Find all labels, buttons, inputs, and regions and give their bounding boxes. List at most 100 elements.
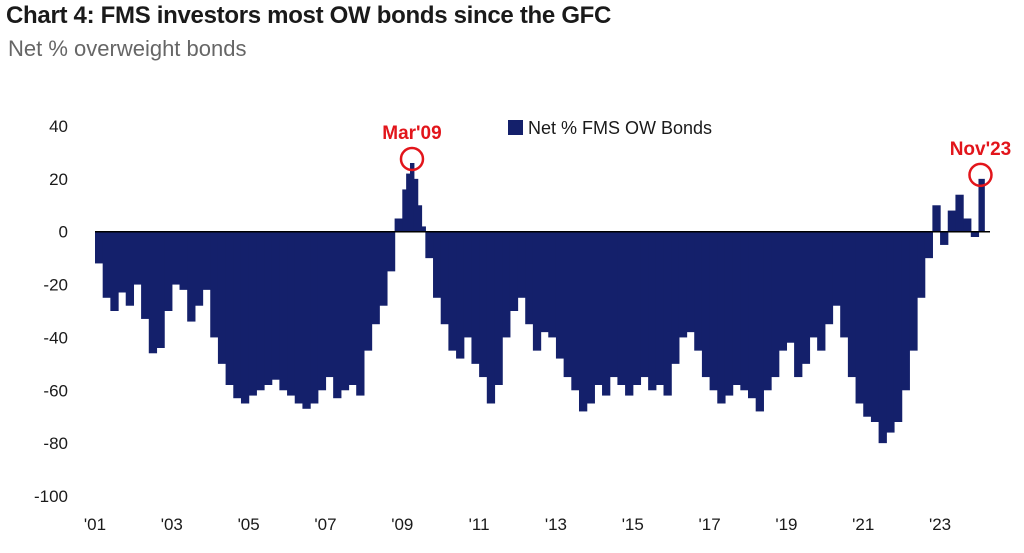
bar xyxy=(525,231,534,325)
bar xyxy=(840,231,849,338)
bar xyxy=(863,231,872,417)
annotation-circle xyxy=(399,146,425,172)
legend-label: Net % FMS OW Bonds xyxy=(528,118,712,138)
y-tick-label: -40 xyxy=(43,328,68,347)
bar xyxy=(471,231,480,364)
bar xyxy=(801,231,811,364)
bar xyxy=(671,231,680,364)
bar xyxy=(417,205,423,232)
bar xyxy=(133,231,142,285)
bar xyxy=(748,231,757,399)
bar xyxy=(402,189,407,232)
bar xyxy=(141,231,150,319)
bar xyxy=(771,231,780,378)
bar xyxy=(548,231,557,338)
bar xyxy=(832,231,841,306)
x-tick-label: '15 xyxy=(622,515,644,534)
bar xyxy=(940,231,949,245)
bar xyxy=(824,231,834,325)
x-tick-label: '01 xyxy=(84,515,106,534)
bar xyxy=(156,231,165,348)
bar xyxy=(563,231,572,378)
bar xyxy=(363,231,373,351)
x-tick-label: '17 xyxy=(699,515,721,534)
bar xyxy=(678,231,688,338)
bar xyxy=(179,231,188,290)
bar xyxy=(456,231,465,359)
bar xyxy=(517,231,526,298)
bar xyxy=(287,231,296,396)
bar xyxy=(655,231,665,385)
bar xyxy=(302,231,311,409)
bar xyxy=(325,231,334,378)
bar-series xyxy=(95,163,985,444)
x-tick-label: '21 xyxy=(852,515,874,534)
bar xyxy=(479,231,488,378)
bar xyxy=(763,231,772,391)
x-tick-label: '07 xyxy=(314,515,336,534)
bar xyxy=(924,231,933,259)
annotation-label: Nov'23 xyxy=(950,139,1012,160)
bar xyxy=(310,231,319,404)
bar xyxy=(724,231,734,396)
bar xyxy=(225,231,234,385)
bar xyxy=(794,231,803,378)
bar xyxy=(110,231,119,311)
bar xyxy=(348,231,357,385)
bar xyxy=(648,231,657,391)
bar xyxy=(578,231,588,412)
bar xyxy=(409,163,415,232)
bar xyxy=(917,231,926,298)
bar xyxy=(356,231,365,396)
bar xyxy=(463,231,473,338)
bar xyxy=(663,231,672,396)
bar xyxy=(963,218,972,232)
bar xyxy=(194,231,204,306)
bar xyxy=(502,231,511,338)
bar xyxy=(148,231,158,354)
bar xyxy=(240,231,250,404)
bar xyxy=(271,231,280,380)
x-axis: '01 '03 '05 '07 '09 '11 '13 '15 '17 '19 '21 '23 xyxy=(84,515,951,534)
x-tick-label: '05 xyxy=(238,515,260,534)
bar xyxy=(817,231,826,351)
bar xyxy=(371,231,380,325)
bar xyxy=(164,231,173,311)
bar xyxy=(978,178,985,232)
y-tick-label: 0 xyxy=(59,223,68,242)
bar xyxy=(333,231,342,399)
bar xyxy=(970,231,980,237)
bar xyxy=(571,231,580,391)
bar xyxy=(317,231,327,391)
bar xyxy=(494,231,503,385)
y-tick-label: -60 xyxy=(43,381,68,400)
legend-swatch xyxy=(508,120,523,135)
x-tick-label: '09 xyxy=(391,515,413,534)
bar xyxy=(893,231,903,422)
bar xyxy=(686,231,695,333)
bar xyxy=(125,231,135,306)
legend: Net % FMS OW Bonds xyxy=(508,118,712,138)
x-tick-label: '19 xyxy=(775,515,797,534)
bar xyxy=(509,231,519,311)
bar xyxy=(886,231,895,433)
bar xyxy=(279,231,288,391)
annotation-label: Mar'09 xyxy=(382,123,441,144)
x-tick-label: '03 xyxy=(161,515,183,534)
bar xyxy=(217,231,227,364)
bar xyxy=(555,231,565,359)
bar xyxy=(421,226,426,232)
bar xyxy=(755,231,764,412)
page-title: Chart 4: FMS investors most OW bonds sin… xyxy=(6,2,612,29)
x-tick-label: '11 xyxy=(469,515,490,534)
bar xyxy=(264,231,273,385)
bar xyxy=(855,231,864,404)
bar xyxy=(202,231,211,290)
bar xyxy=(786,231,795,343)
y-axis: 40 20 0 -20 -40 -60 -80 -100 xyxy=(34,117,68,506)
x-tick-label: '23 xyxy=(929,515,951,534)
bar xyxy=(602,231,611,396)
y-tick-label: -20 xyxy=(43,276,68,295)
bar xyxy=(847,231,857,378)
bar xyxy=(248,231,257,396)
